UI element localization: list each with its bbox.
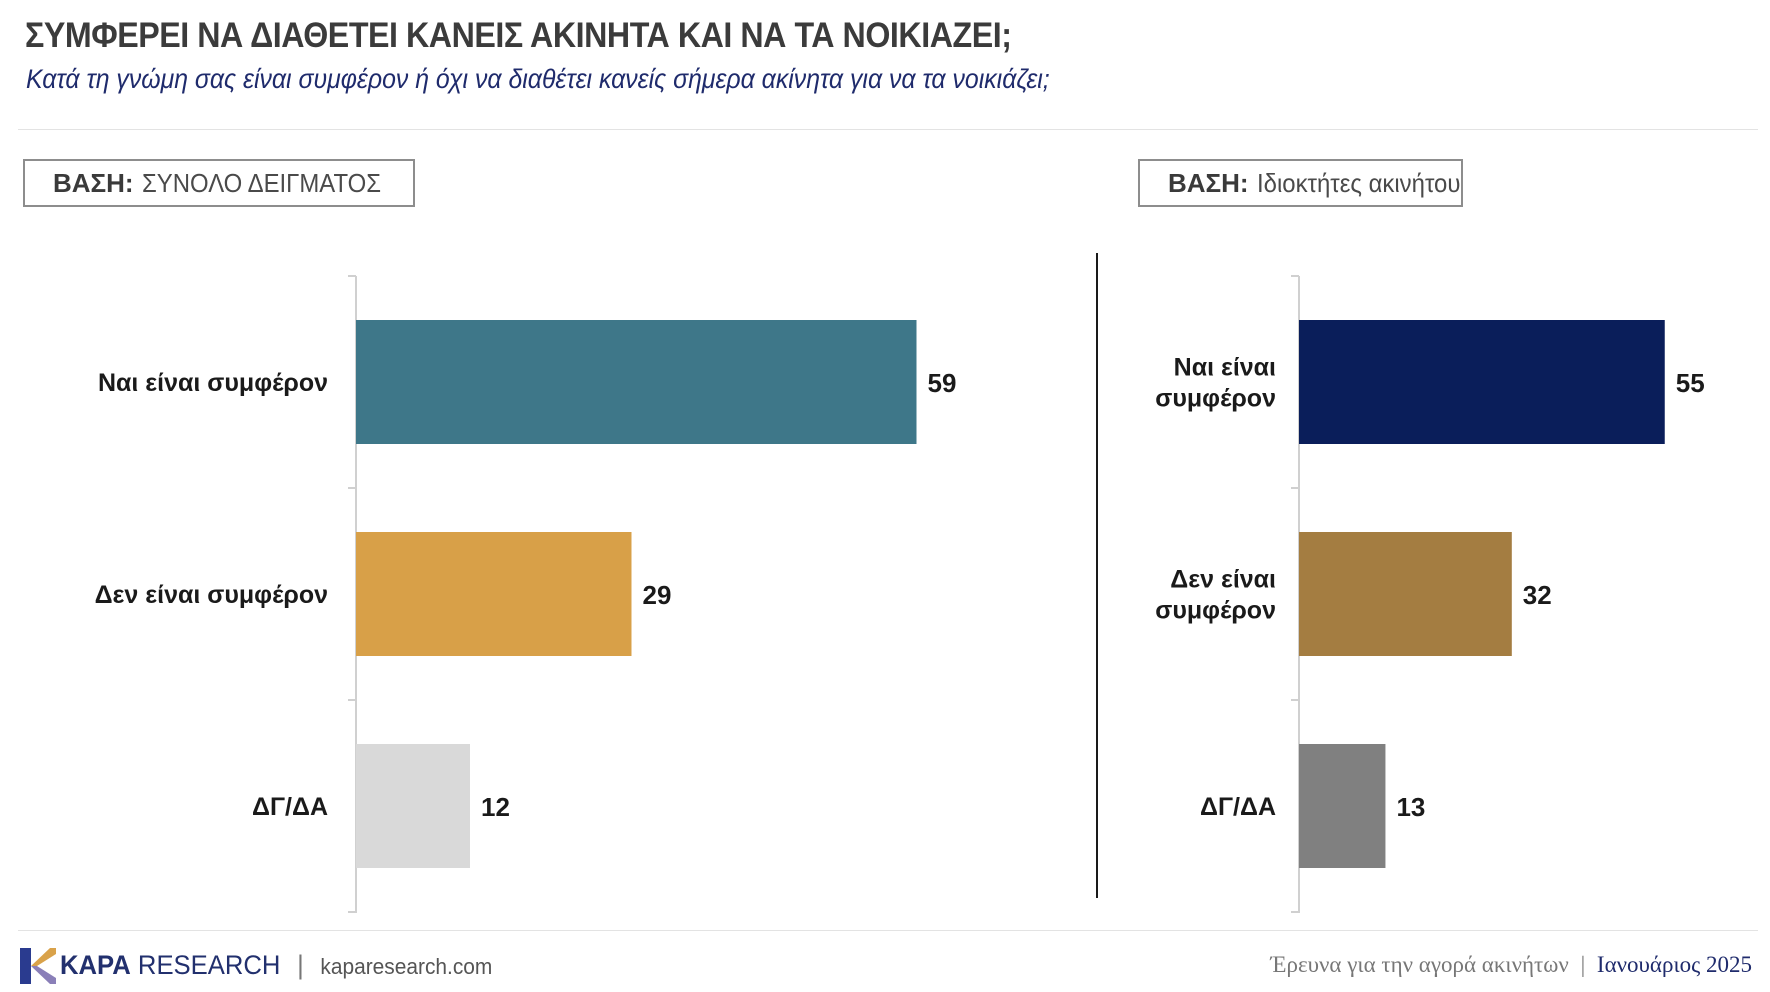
bar xyxy=(356,744,470,868)
header-divider xyxy=(18,129,1758,130)
category-label: Ναι είναι συμφέρον xyxy=(98,369,328,397)
bar-charts: 59 Ναι είναι συμφέρον 29 Δεν είναι συμφέρον… xyxy=(95,275,1705,913)
bar xyxy=(1299,532,1512,656)
base-box-total-sample: ΒΑΣΗ: ΣΥΝΟΛΟ ΔΕΙΓΜΑΤΟΣ xyxy=(23,159,415,207)
category-label-line: Ναι είναι xyxy=(1174,354,1276,382)
category-label: ΔΓ/ΔΑ xyxy=(252,793,328,821)
brand-separator: | xyxy=(297,950,304,980)
brand-name: KAPA RESEARCH | kaparesearch.com xyxy=(60,950,492,981)
page-title: ΣΥΜΦΕΡΕΙ ΝΑ ΔΙΑΘΕΤΕΙ ΚΑΝΕΙΣ ΑΚΙΝΗΤΑ ΚΑΙ … xyxy=(25,16,1012,55)
kapa-logo-icon xyxy=(20,948,56,984)
panel-divider xyxy=(1096,253,1098,898)
bar xyxy=(356,320,917,444)
data-label: 13 xyxy=(1396,792,1425,822)
footer-survey-info: Έρευνα για την αγορά ακινήτων | Ιανουάρι… xyxy=(1271,952,1752,978)
category-label-line: ΔΓ/ΔΑ xyxy=(1200,793,1276,821)
category-label-line: ΔΓ/ΔΑ xyxy=(252,793,328,821)
bar xyxy=(356,532,632,656)
survey-date: Ιανουάριος 2025 xyxy=(1596,952,1752,977)
base-value: ΣΥΝΟΛΟ ΔΕΙΓΜΑΤΟΣ xyxy=(141,167,381,198)
base-label: ΒΑΣΗ: xyxy=(53,167,134,198)
category-label-line: συμφέρον xyxy=(1155,597,1276,625)
footer-divider xyxy=(18,930,1758,931)
brand-research: RESEARCH xyxy=(137,950,281,980)
category-label: Δεν είναι συμφέρον xyxy=(1155,566,1276,625)
category-label-line: Δεν είναι συμφέρον xyxy=(95,581,328,609)
data-label: 12 xyxy=(481,792,510,822)
base-label: ΒΑΣΗ: xyxy=(1168,167,1249,198)
bar xyxy=(1299,320,1665,444)
category-label-line: Ναι είναι συμφέρον xyxy=(98,369,328,397)
data-label: 59 xyxy=(928,368,957,398)
bar xyxy=(1299,744,1386,868)
base-value: Ιδιοκτήτες ακινήτου xyxy=(1256,167,1461,198)
data-label: 29 xyxy=(643,580,672,610)
brand-kapa: KAPA xyxy=(60,950,131,980)
category-label: ΔΓ/ΔΑ xyxy=(1200,793,1276,821)
category-label: Ναι είναι συμφέρον xyxy=(1155,354,1276,413)
category-label-line: συμφέρον xyxy=(1155,385,1276,413)
category-label: Δεν είναι συμφέρον xyxy=(95,581,328,609)
data-label: 32 xyxy=(1523,580,1552,610)
survey-name: Έρευνα για την αγορά ακινήτων xyxy=(1270,952,1569,977)
data-label: 55 xyxy=(1676,368,1705,398)
category-label-line: Δεν είναι xyxy=(1170,566,1276,594)
website-link[interactable]: kaparesearch.com xyxy=(320,954,493,979)
page-subtitle: Κατά τη γνώμη σας είναι συμφέρον ή όχι ν… xyxy=(26,64,1050,94)
base-box-property-owners: ΒΑΣΗ: Ιδιοκτήτες ακινήτου xyxy=(1138,159,1463,207)
footer-pipe: | xyxy=(1580,952,1586,977)
